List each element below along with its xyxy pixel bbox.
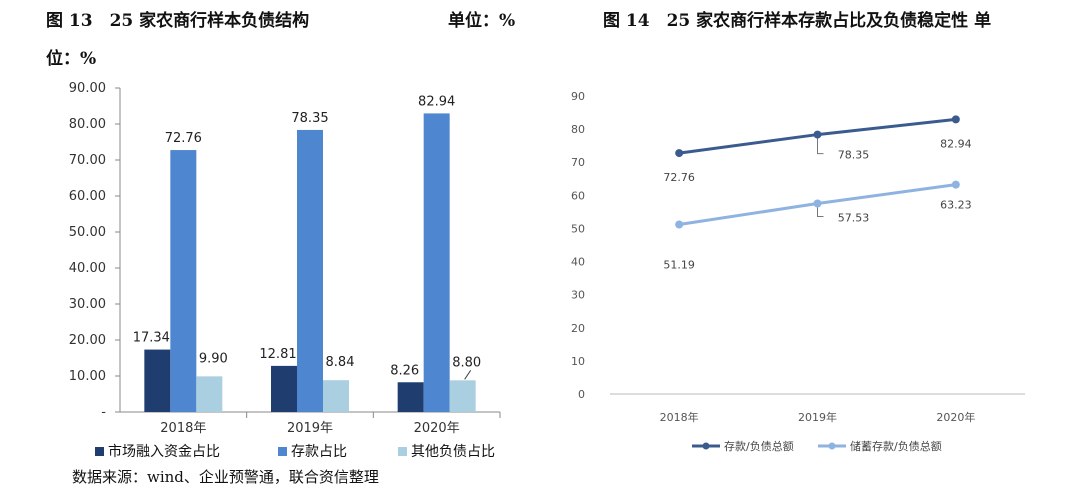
y-tick-label: 20 <box>571 322 585 335</box>
legend-marker <box>828 442 836 450</box>
point-data-label: 82.94 <box>940 137 972 150</box>
right-chart-title: 图 14 25 家农商行样本存款占比及负债稳定性 单 <box>603 11 992 31</box>
y-tick-label: 70 <box>571 156 585 169</box>
point-data-label: 78.35 <box>838 149 870 162</box>
legend-label: 存款占比 <box>291 444 347 460</box>
legend-marker <box>702 442 710 450</box>
y-tick-label: 80.00 <box>69 117 106 132</box>
bar <box>449 380 476 412</box>
y-tick-label: 50 <box>571 222 585 235</box>
point-data-label: 63.23 <box>940 199 972 212</box>
series-point <box>951 115 960 124</box>
bar-data-label: 78.35 <box>291 111 328 126</box>
y-tick-label: - <box>101 405 106 420</box>
legend-label: 存款/负债总额 <box>724 439 794 453</box>
bar-chart: - 10.00 20.00 30.00 40.00 50.00 60.00 70.00 80.0… <box>69 81 501 460</box>
x-tick-label: 2019年 <box>798 410 837 424</box>
point-data-label: 51.19 <box>663 259 695 272</box>
y-tick-label: 40 <box>571 256 585 269</box>
series-point <box>675 220 684 229</box>
x-tick-label: 2018年 <box>660 410 699 424</box>
label-leader-line <box>817 207 824 218</box>
x-tick-label: 2020年 <box>414 421 460 436</box>
series-point <box>813 130 822 139</box>
line-chart: 0 10 20 30 40 50 60 70 80 90 2018年 2019年 2020年 72.76 7… <box>571 90 1025 453</box>
left-chart-unit: 单位：% <box>448 11 516 31</box>
bar-data-label: 72.76 <box>165 131 202 146</box>
x-tick-label: 2018年 <box>160 421 206 436</box>
bar <box>323 380 349 412</box>
label-leader-line <box>464 370 472 380</box>
y-tick-label: 60 <box>571 189 585 202</box>
legend-label: 其他负债占比 <box>411 444 495 460</box>
data-source-note: 数据来源：wind、企业预警通，联合资信整理 <box>72 468 379 486</box>
y-tick-label: 0 <box>578 388 585 401</box>
label-leader-line <box>817 138 824 155</box>
bar-data-label: 8.84 <box>326 355 355 370</box>
series-point <box>951 180 960 189</box>
bar-data-label: 17.34 <box>133 331 170 346</box>
y-tick-label: 10 <box>571 355 585 368</box>
y-tick-label: 50.00 <box>69 225 106 240</box>
legend-swatch <box>398 447 407 456</box>
bar <box>170 150 197 412</box>
right-chart-unit: 位：% <box>46 49 97 69</box>
bar <box>423 113 450 412</box>
legend-swatch <box>278 447 287 456</box>
y-tick-label: 30 <box>571 289 585 302</box>
y-tick-label: 90.00 <box>69 81 106 96</box>
bar-data-label: 82.94 <box>418 94 455 109</box>
y-tick-label: 60.00 <box>69 189 106 204</box>
bar-data-label: 8.80 <box>452 355 481 370</box>
y-tick-label: 40.00 <box>69 261 106 276</box>
legend-label: 储蓄存款/负债总额 <box>850 439 942 453</box>
left-chart-title: 图 13 25 家农商行样本负债结构 <box>46 11 310 31</box>
bar <box>271 365 297 412</box>
bar-data-label: 8.26 <box>390 363 419 378</box>
legend-label: 市场融入资金占比 <box>108 443 220 460</box>
bar <box>297 129 323 412</box>
y-tick-label: 80 <box>571 123 585 136</box>
bar <box>196 376 223 412</box>
bar <box>397 382 424 412</box>
bar-data-label: 9.90 <box>199 351 228 366</box>
y-tick-label: 10.00 <box>69 369 106 384</box>
bar-data-label: 12.81 <box>259 347 296 362</box>
y-tick-label: 70.00 <box>69 153 106 168</box>
series-point <box>675 149 684 158</box>
y-tick-label: 30.00 <box>69 297 106 312</box>
bar <box>144 349 171 412</box>
y-tick-label: 90 <box>571 90 585 103</box>
legend-swatch <box>95 447 104 456</box>
y-tick-label: 20.00 <box>69 333 106 348</box>
x-tick-label: 2020年 <box>936 410 975 424</box>
x-tick-label: 2019年 <box>287 421 333 436</box>
series-point <box>813 199 822 208</box>
point-data-label: 72.76 <box>663 171 695 184</box>
point-data-label: 57.53 <box>838 212 870 225</box>
